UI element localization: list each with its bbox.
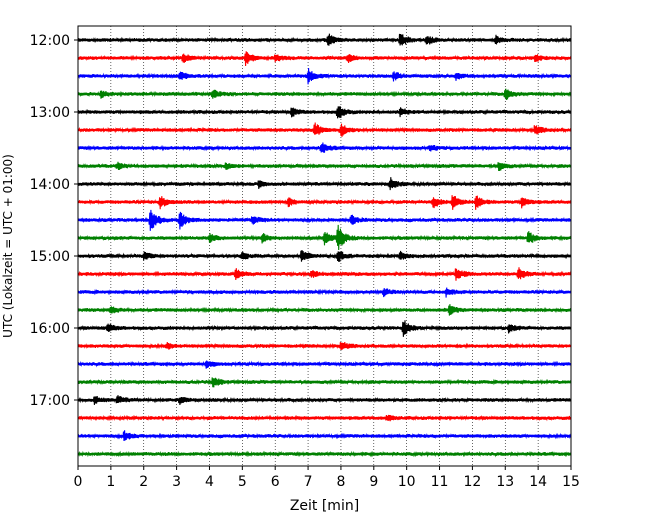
trace-1230: [77, 67, 572, 85]
y-tick-label: 14:00: [30, 177, 70, 193]
x-tick-label: 7: [304, 474, 313, 490]
y-tick-label: 17:00: [30, 393, 70, 409]
x-tick-label: 10: [398, 474, 416, 490]
trace-1615: [77, 341, 572, 350]
y-tick-label: 15:00: [30, 249, 70, 265]
trace-1245: [77, 88, 572, 101]
trace-1515: [77, 267, 572, 281]
trace-1430: [77, 209, 572, 231]
y-tick-label: 16:00: [30, 321, 70, 337]
y-axis-ticks: 12:00 13:00 14:00 15:00 16:00 17:00: [30, 33, 78, 409]
trace-1200: [77, 33, 572, 46]
x-tick-label: 12: [463, 474, 481, 490]
trace-1315: [77, 122, 572, 137]
trace-1730: [77, 430, 572, 442]
trace-1645: [77, 377, 572, 388]
trace-1745: [77, 450, 572, 458]
x-tick-label: 11: [431, 474, 449, 490]
y-tick-label: 12:00: [30, 33, 70, 49]
x-tick-label: 4: [205, 474, 214, 490]
trace-1700: [77, 395, 572, 406]
trace-1500: [77, 249, 572, 262]
y-tick-label: 13:00: [30, 105, 70, 121]
y-axis-title: UTC (Lokalzeit = UTC + 01:00): [1, 154, 15, 338]
trace-1215: [77, 51, 572, 67]
x-tick-label: 0: [74, 474, 83, 490]
x-tick-label: 1: [106, 474, 115, 490]
trace-1715: [77, 414, 572, 422]
x-tick-label: 3: [172, 474, 181, 490]
x-tick-label: 5: [238, 474, 247, 490]
x-axis-ticks: 0 1 2 3 4 5 6 7 8 9 10 11 12 13 14 15: [74, 466, 580, 490]
x-tick-label: 13: [496, 474, 514, 490]
trace-1530: [77, 287, 572, 298]
x-axis-title: Zeit [min]: [290, 498, 359, 514]
trace-1630: [77, 360, 572, 369]
plot-frame: [77, 25, 572, 467]
grid-lines: [110, 26, 539, 466]
trace-1330: [77, 142, 572, 153]
trace-1400: [77, 177, 572, 191]
trace-1600: [77, 320, 572, 337]
trace-1445: [77, 224, 572, 251]
x-tick-label: 14: [529, 474, 547, 490]
trace-1415: [77, 195, 572, 210]
seismic-traces: [77, 33, 572, 458]
trace-1545: [77, 304, 572, 316]
x-tick-label: 8: [336, 474, 345, 490]
trace-1300: [77, 106, 572, 119]
trace-1345: [77, 161, 572, 172]
x-tick-label: 15: [562, 474, 580, 490]
x-tick-label: 9: [369, 474, 378, 490]
x-tick-label: 2: [139, 474, 148, 490]
x-tick-label: 6: [271, 474, 280, 490]
